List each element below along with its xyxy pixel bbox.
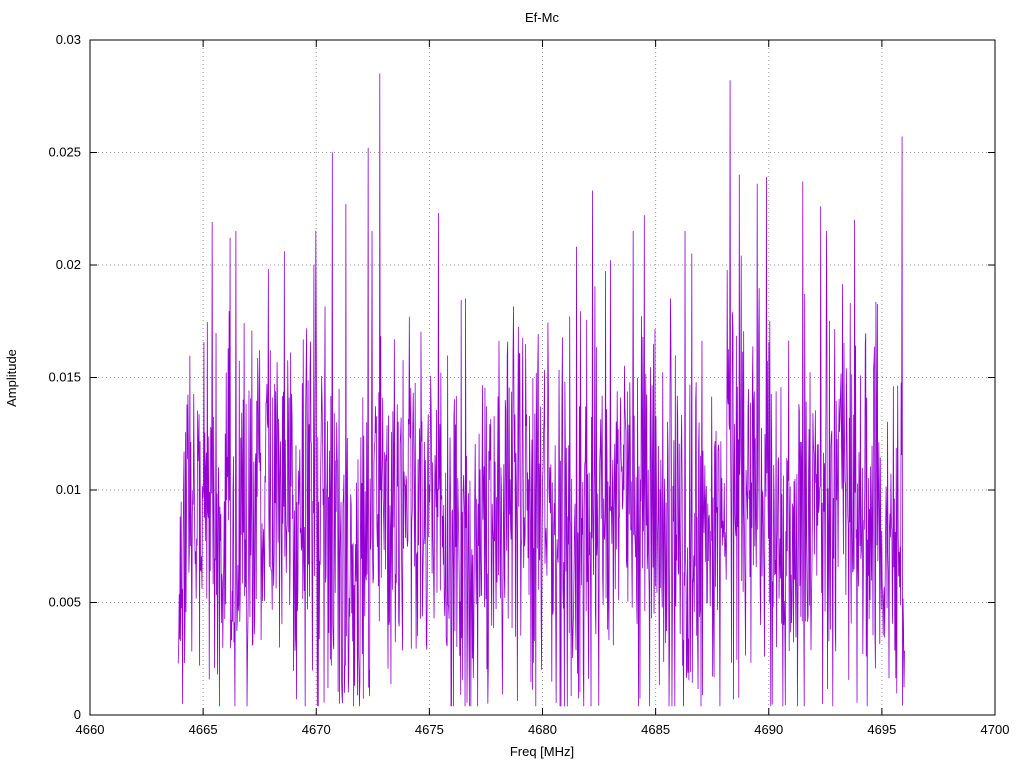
x-tick-label: 4690: [754, 722, 783, 737]
spectrum-line: [177, 73, 905, 707]
tick-marks: [89, 39, 996, 716]
y-axis-label: Amplitude: [4, 349, 19, 407]
x-tick-label: 4660: [76, 722, 105, 737]
x-tick-label: 4665: [189, 722, 218, 737]
y-tick-label: 0.02: [56, 257, 81, 272]
y-tick-label: 0.015: [48, 370, 81, 385]
y-tick-label: 0.03: [56, 32, 81, 47]
x-tick-label: 4675: [415, 722, 444, 737]
x-tick-label: 4685: [641, 722, 670, 737]
grid-lines: [90, 40, 995, 715]
y-tick-label: 0.005: [48, 595, 81, 610]
y-tick-label: 0.01: [56, 482, 81, 497]
chart-title: Ef-Mc: [525, 10, 559, 25]
tick-labels: 4660 4665 4670 4675 4680 4685 4690 4695 4700 0 0.0…: [48, 32, 1009, 737]
y-tick-label: 0.025: [48, 145, 81, 160]
data-series: [177, 73, 905, 707]
x-tick-label: 4680: [528, 722, 557, 737]
x-tick-label: 4670: [302, 722, 331, 737]
x-tick-label: 4700: [981, 722, 1010, 737]
y-tick-label: 0: [74, 707, 81, 722]
x-tick-label: 4695: [867, 722, 896, 737]
x-axis-label: Freq [MHz]: [510, 744, 574, 759]
